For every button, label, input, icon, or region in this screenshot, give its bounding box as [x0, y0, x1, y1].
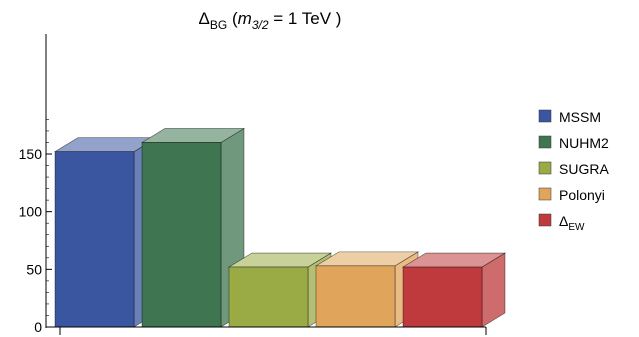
y-tick-label: 150 [19, 146, 43, 162]
legend-item: NUHM2 [538, 135, 609, 151]
legend-item: MSSM [538, 109, 601, 125]
legend-label-main: NUHM2 [559, 135, 609, 151]
y-tick-label: 50 [26, 261, 42, 277]
bar-front-face [402, 266, 483, 328]
title-delta-subscript: BG [210, 18, 227, 32]
legend-label: ΔEW [559, 213, 585, 233]
bar-front-face [315, 265, 396, 328]
legend: MSSM NUHM2 SUGRA Polonyi ΔEW [538, 109, 609, 233]
legend-swatch [538, 187, 552, 201]
y-tick-label: 100 [19, 204, 43, 220]
legend-item: Polonyi [538, 187, 605, 203]
title-rest: = 1 TeV ) [269, 9, 342, 28]
legend-label-main: SUGRA [559, 161, 609, 177]
legend-label: MSSM [559, 109, 601, 125]
legend-label-subscript: EW [568, 222, 585, 233]
legend-label: NUHM2 [559, 135, 609, 151]
bars-group [53, 127, 507, 328]
legend-swatch [538, 135, 552, 149]
bar--ew [401, 252, 507, 328]
legend-label-main: Δ [559, 213, 568, 229]
bar-mssm [53, 137, 159, 328]
bar-front-face [54, 151, 135, 328]
bar-front-face [141, 142, 222, 328]
bar-front-face [228, 266, 309, 328]
legend-swatch [538, 109, 552, 123]
legend-label-main: Polonyi [559, 187, 605, 203]
axes-group: 0 50 100 150 [19, 34, 487, 335]
legend-label: Polonyi [559, 187, 605, 203]
title-mass-variable: m [238, 9, 252, 28]
title-paren: ( [227, 9, 238, 28]
legend-item: ΔEW [538, 213, 585, 233]
legend-swatch [538, 213, 552, 227]
title-mass-subscript: 3/2 [252, 18, 269, 32]
bar-sugra [227, 252, 333, 328]
bar-nuhm2 [140, 127, 246, 328]
legend-label: SUGRA [559, 161, 609, 177]
chart-title: ΔBG (m3/2 = 1 TeV ) [199, 9, 342, 32]
title-delta: Δ [199, 9, 210, 28]
legend-item: SUGRA [538, 161, 609, 177]
y-tick-label: 0 [34, 319, 42, 335]
legend-label-main: MSSM [559, 109, 601, 125]
legend-swatch [538, 161, 552, 175]
